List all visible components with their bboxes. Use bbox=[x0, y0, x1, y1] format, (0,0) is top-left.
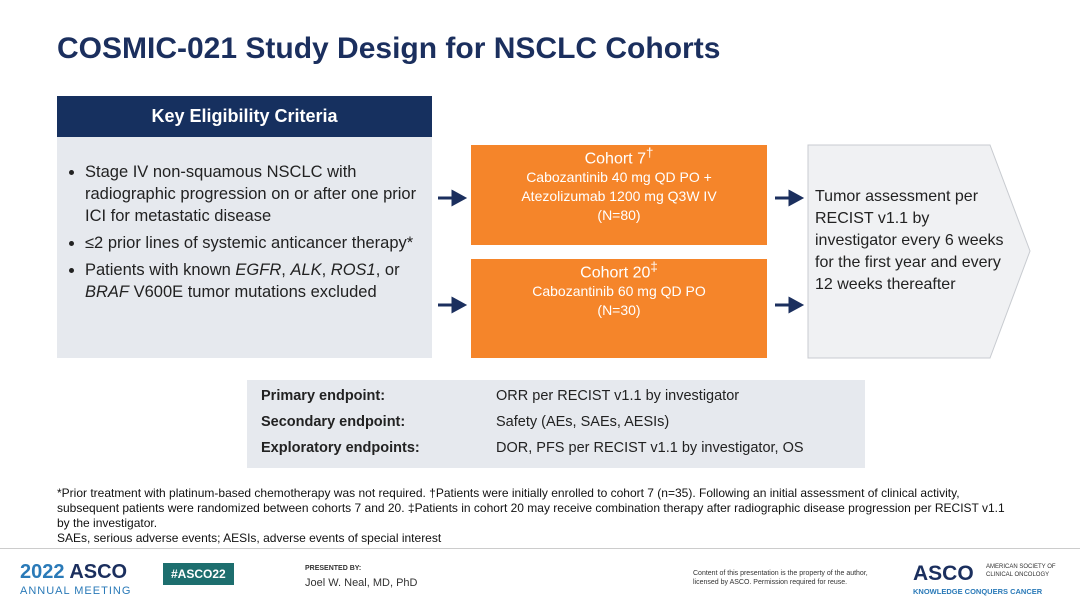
criteria-item: ≤2 prior lines of systemic anticancer th… bbox=[85, 232, 425, 254]
cohort-detail: Cabozantinib 60 mg QD PO bbox=[532, 283, 706, 300]
cohort-box: Cohort 20‡ Cabozantinib 60 mg QD PO (N=30) bbox=[471, 259, 767, 358]
endpoint-label: Primary endpoint: bbox=[261, 388, 386, 404]
meeting-year: 2022 bbox=[20, 561, 65, 583]
criteria-text: Stage IV non-squamous NSCLC with radiogr… bbox=[85, 163, 417, 225]
org-brand: ASCO bbox=[913, 562, 974, 585]
arrows bbox=[438, 189, 805, 314]
criteria-text: ROS1 bbox=[330, 261, 376, 279]
endpoint-row: Secondary endpoint: Safety (AEs, SAEs, AE… bbox=[261, 414, 669, 430]
cohort-name: Cohort 7† bbox=[471, 145, 767, 168]
criteria-text: , or bbox=[375, 261, 400, 279]
cohort-mark: ‡ bbox=[650, 259, 658, 274]
endpoints-table: Primary endpoint: ORR per RECIST v1.1 by … bbox=[247, 380, 865, 468]
endpoint-label: Secondary endpoint: bbox=[261, 414, 406, 430]
meeting-logo: 2022 ASCO bbox=[20, 561, 127, 584]
criteria-text: ALK bbox=[290, 261, 322, 279]
criteria-list: Stage IV non-squamous NSCLC with radiogr… bbox=[63, 161, 425, 308]
assessment-box bbox=[807, 144, 1031, 359]
cohort-mark: † bbox=[645, 145, 654, 160]
endpoint-value: Safety (AEs, SAEs, AESIs) bbox=[496, 414, 670, 430]
cohort-title: Cohort 7 bbox=[584, 150, 646, 168]
presenter: Joel W. Neal, MD, PhD bbox=[305, 577, 418, 589]
org-tagline: KNOWLEDGE CONQUERS CANCER bbox=[913, 587, 1043, 596]
endpoint-value: ORR per RECIST v1.1 by investigator bbox=[496, 388, 740, 404]
slide-title: COSMIC-021 Study Design for NSCLC Cohort… bbox=[57, 32, 721, 65]
criteria-item: Stage IV non-squamous NSCLC with radiogr… bbox=[85, 161, 425, 227]
criteria-text: , bbox=[281, 261, 291, 279]
criteria-text: Patients with known bbox=[85, 261, 236, 279]
criteria-box: Stage IV non-squamous NSCLC with radiogr… bbox=[57, 137, 432, 358]
criteria-header: Key Eligibility Criteria bbox=[57, 96, 432, 137]
endpoint-label: Exploratory endpoints: bbox=[261, 440, 420, 456]
criteria-text: ≤2 prior lines of systemic anticancer th… bbox=[85, 234, 414, 252]
footnote: SAEs, serious adverse events; AESIs, adv… bbox=[57, 531, 442, 545]
org-name: AMERICAN SOCIETY OF CLINICAL ONCOLOGY bbox=[986, 564, 1056, 578]
meeting-name: ANNUAL MEETING bbox=[20, 585, 132, 597]
cohort-detail: Cabozantinib 40 mg QD PO + bbox=[526, 169, 712, 186]
endpoint-value: DOR, PFS per RECIST v1.1 by investigator… bbox=[496, 440, 804, 456]
endpoint-row: Exploratory endpoints: DOR, PFS per RECIS… bbox=[261, 440, 804, 456]
criteria-text: BRAF bbox=[85, 283, 130, 301]
presented-by: PRESENTED BY: bbox=[305, 565, 362, 572]
copyright: Content of this presentation is the prop… bbox=[693, 570, 868, 586]
footnote: *Prior treatment with platinum-based che… bbox=[57, 486, 1005, 530]
cohort-box: Cohort 7† Cabozantinib 40 mg QD PO + Atezo… bbox=[471, 145, 767, 245]
cohort-detail: Atezolizumab 1200 mg Q3W IV bbox=[521, 188, 717, 205]
cohort-detail: (N=80) bbox=[597, 207, 641, 224]
criteria-text: , bbox=[321, 261, 331, 279]
meeting-brand: ASCO bbox=[69, 561, 128, 583]
footnotes: *Prior treatment with platinum-based che… bbox=[57, 486, 1017, 546]
cohort-name: Cohort 20‡ bbox=[471, 259, 767, 282]
cohort-title: Cohort 20 bbox=[580, 264, 651, 282]
footer: 2022 ASCO ANNUAL MEETING #ASCO22 PRESENT… bbox=[0, 548, 1080, 604]
criteria-text: V600E tumor mutations excluded bbox=[129, 283, 377, 301]
hashtag: #ASCO22 bbox=[163, 563, 234, 585]
criteria-text: EGFR bbox=[235, 261, 282, 279]
endpoint-row: Primary endpoint: ORR per RECIST v1.1 by … bbox=[261, 388, 739, 404]
cohort-detail: (N=30) bbox=[597, 302, 641, 319]
assessment-text: Tumor assessment per RECIST v1.1 by inve… bbox=[815, 188, 1004, 293]
criteria-item: Patients with known EGFR, ALK, ROS1, or … bbox=[85, 259, 425, 303]
